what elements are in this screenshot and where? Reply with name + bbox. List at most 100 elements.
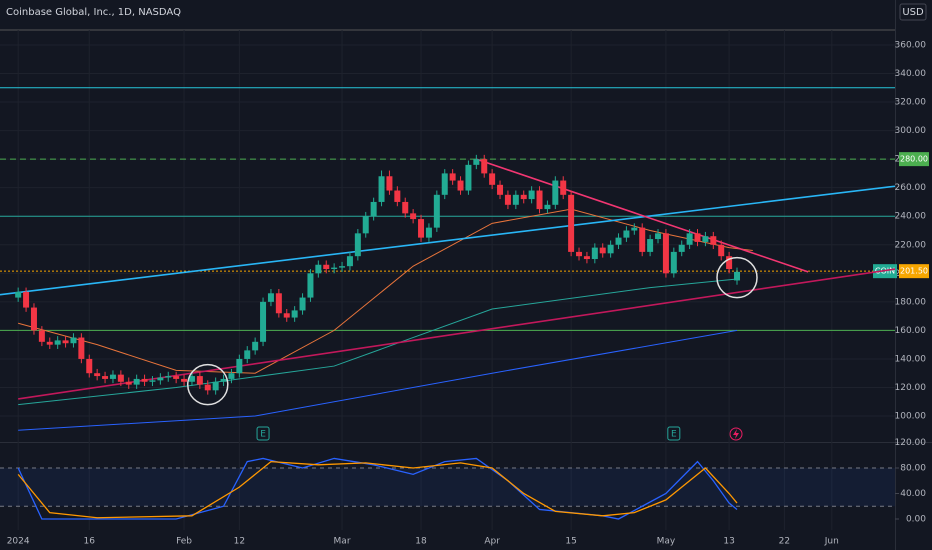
candle-body (275, 293, 282, 314)
event-box (667, 426, 681, 441)
candle-body (244, 350, 251, 359)
candle-body (299, 297, 306, 311)
x-tick-label: May (657, 537, 676, 547)
x-tick-label: 13 (723, 537, 734, 547)
alert-icon (729, 427, 743, 441)
candle-body (212, 381, 219, 391)
candle-body (165, 376, 172, 378)
x-tick-label: Feb (176, 537, 192, 547)
trendline (476, 158, 809, 273)
candle-body (46, 341, 53, 345)
candle-body (473, 159, 480, 165)
oscillator-tick-label: 80.00 (900, 463, 926, 473)
candle-body (512, 194, 519, 205)
candle-body (607, 244, 614, 254)
candle-body (23, 291, 30, 308)
candle-body (386, 176, 393, 191)
x-tick-label: Apr (484, 537, 500, 547)
y-tick-label: 120.00 (895, 383, 927, 393)
x-tick-label: 2024 (7, 537, 30, 547)
x-tick-label: 18 (415, 537, 427, 547)
oscillator-line (17, 460, 738, 519)
level-label-box (899, 264, 929, 279)
candle-body (204, 384, 211, 391)
candle-body (528, 190, 535, 200)
candle-body (560, 180, 567, 195)
candle-body (133, 378, 140, 385)
y-tick-label: 140.00 (895, 354, 927, 364)
moving-average (18, 208, 753, 374)
candle-body (362, 216, 369, 234)
x-tick-label: Mar (334, 537, 351, 547)
candle-body (670, 251, 677, 274)
candle-body (449, 173, 456, 181)
x-tick-label: 16 (84, 537, 96, 547)
candle-body (655, 233, 662, 240)
candle-body (718, 244, 725, 257)
candle-body (441, 173, 448, 195)
x-tick-label: 12 (234, 537, 245, 547)
candle-body (552, 180, 559, 205)
candle-body (591, 247, 598, 260)
candle-body (15, 291, 22, 298)
candle-body (228, 373, 235, 379)
currency-box[interactable] (899, 3, 927, 21)
candle-body (394, 190, 401, 202)
candle-body (157, 377, 164, 381)
candle-body (726, 256, 733, 270)
candle-body (504, 194, 511, 205)
candle-body (102, 376, 109, 379)
candle-body (520, 194, 527, 200)
candle-body (331, 267, 338, 270)
candle-body (323, 264, 330, 270)
candle-body (481, 159, 488, 174)
candle-body (181, 378, 188, 382)
candle-body (465, 164, 472, 191)
moving-average (18, 329, 738, 431)
candle-body (252, 341, 259, 351)
candle-body (544, 204, 551, 210)
x-tick-label: Jun (824, 537, 839, 547)
highlight-circle (716, 256, 758, 299)
y-tick-label: 240.00 (895, 212, 927, 222)
candle-body (196, 376, 203, 385)
candle-body (489, 173, 496, 185)
y-tick-label: 340.00 (895, 69, 927, 79)
y-tick-label: 220.00 (895, 240, 927, 250)
candle-body (260, 301, 267, 342)
candle-body (631, 227, 638, 231)
event-label: E (671, 430, 677, 440)
candle-body (378, 176, 385, 202)
candle-body (236, 358, 243, 374)
oscillator-line (17, 457, 738, 520)
candle-body (662, 233, 669, 274)
event-label: E (260, 430, 266, 440)
candle-body (267, 293, 274, 302)
oscillator-tick-label: 0.00 (906, 515, 926, 525)
candle-body (457, 180, 464, 191)
event-box (256, 426, 270, 441)
candle-body (639, 227, 646, 252)
candle-body (70, 337, 77, 344)
y-tick-label: 320.00 (895, 98, 927, 108)
trendline (0, 185, 896, 296)
candle-body (694, 233, 701, 242)
currency[interactable]: USD (902, 7, 924, 18)
candle-body (734, 271, 741, 281)
candle-body (410, 213, 417, 220)
candle-body (615, 237, 622, 245)
candle-body (54, 340, 61, 345)
candle-body (346, 256, 353, 267)
y-tick-label: 260.00 (895, 183, 927, 193)
candle-body (188, 376, 195, 382)
candle-body (402, 201, 409, 214)
candle-body (536, 190, 543, 210)
moving-average (18, 278, 738, 406)
candle-body (678, 244, 685, 252)
x-tick-label: 22 (779, 537, 790, 547)
candle-body (62, 340, 69, 344)
y-tick-label: 300.00 (895, 126, 927, 136)
y-tick-label: 360.00 (895, 40, 927, 50)
level-label: 201.50 (900, 267, 928, 276)
